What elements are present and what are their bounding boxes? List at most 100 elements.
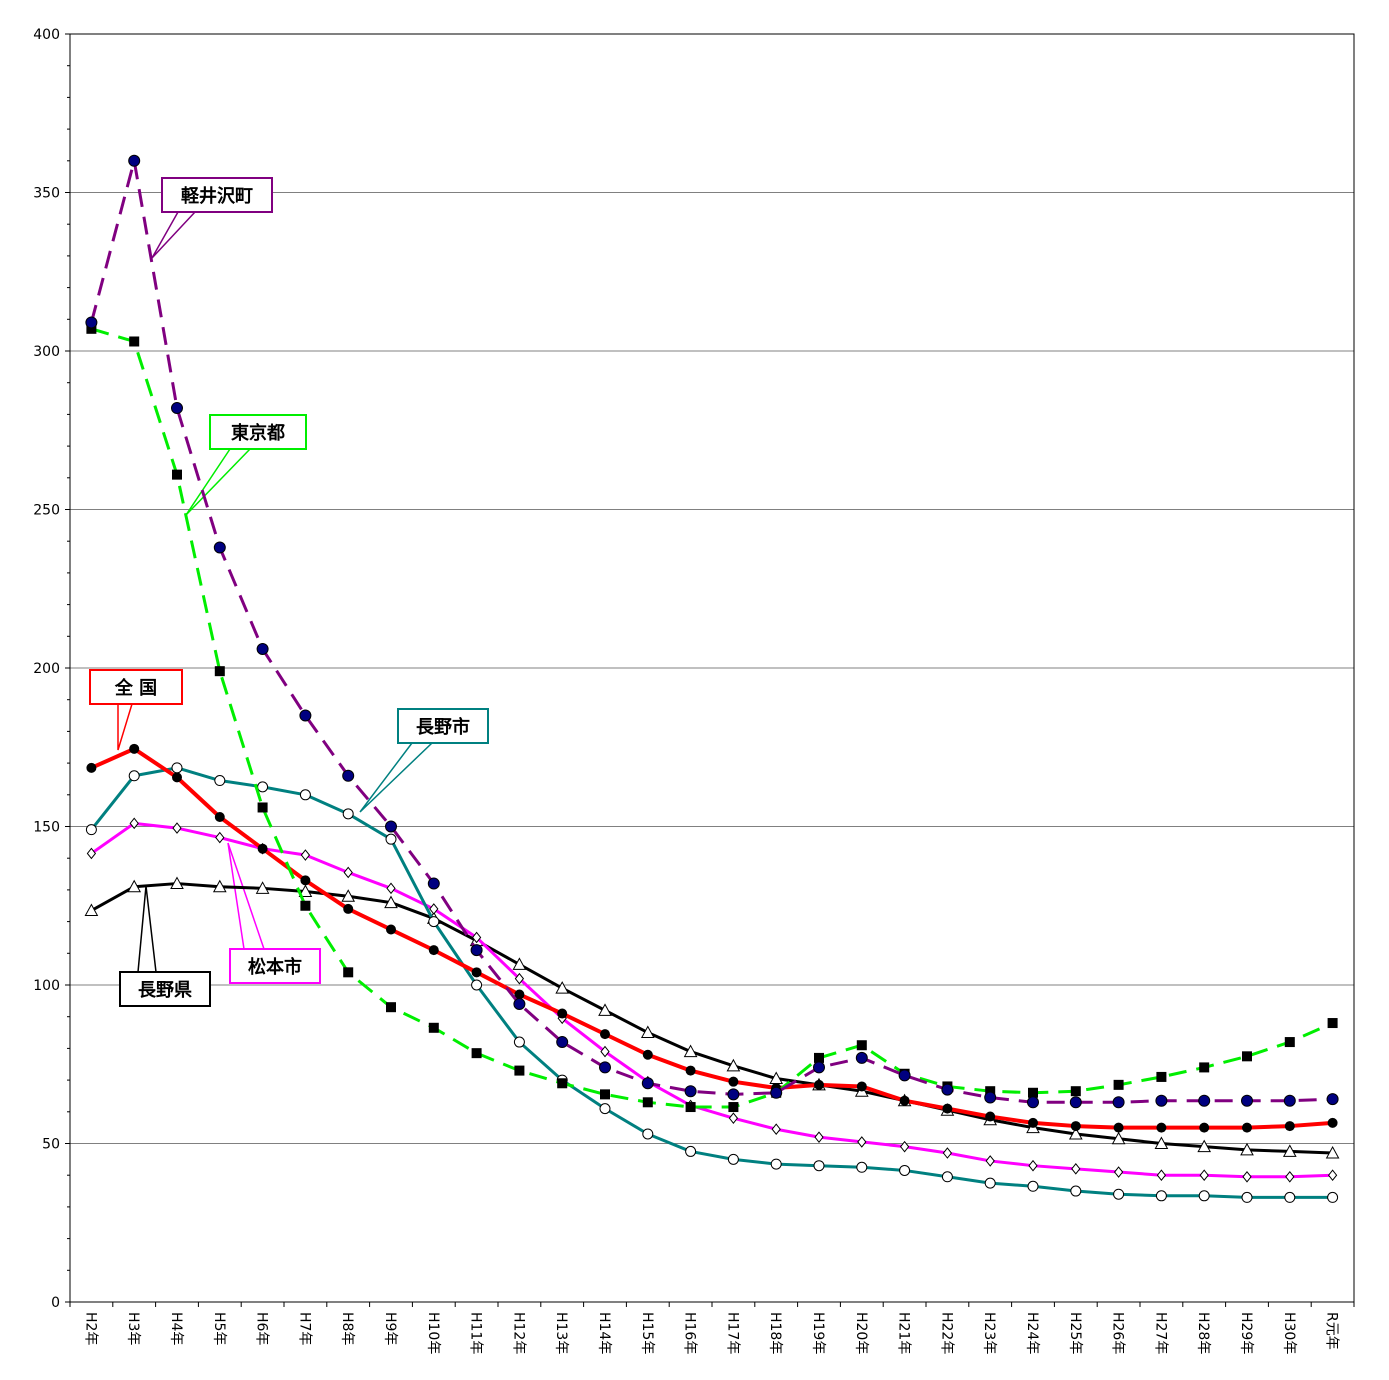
data-point [985,1155,995,1167]
data-point [727,1153,739,1165]
data-point [428,1022,439,1033]
data-point [1240,1142,1254,1156]
data-point [255,881,270,894]
x-category-label: H11年 [468,1312,484,1354]
x-category-label: H9年 [382,1312,398,1345]
data-point [127,879,142,893]
data-point [300,875,311,886]
x-category-label: H28年 [1195,1312,1211,1354]
data-point [600,1045,610,1058]
y-tick-label: 350 [33,186,60,202]
data-point [514,1065,525,1076]
data-point [128,770,140,782]
callout-nagano-pref-box [119,971,211,1007]
data-point [899,1164,911,1176]
data-point [556,1036,569,1049]
series-line [90,746,1333,1130]
data-point [471,931,482,944]
data-point [215,831,225,844]
y-tick-label: 0 [51,1295,60,1311]
data-point [1068,1126,1083,1140]
y-tick-label: 50 [42,1137,60,1153]
data-point [1156,1122,1167,1133]
data-point [813,1061,825,1074]
data-point [770,1158,782,1170]
y-tick-label: 200 [33,661,60,677]
data-point [86,847,97,860]
data-point [685,1102,696,1113]
x-category-label: H16年 [682,1312,698,1354]
data-point [984,1177,996,1189]
data-point [1284,1121,1295,1132]
series-line [90,766,1333,1199]
data-point [1327,1018,1338,1029]
data-point [1327,1191,1339,1203]
data-point [642,1097,653,1108]
data-point [555,981,570,994]
x-category-label: H2年 [82,1312,98,1345]
data-point [1327,1169,1338,1182]
series-lines [84,154,1340,1203]
data-point [514,972,525,985]
data-point [1028,1159,1038,1172]
data-point [984,1091,997,1104]
x-category-label: H18年 [767,1312,783,1354]
data-point [941,1083,954,1096]
x-category-label: H21年 [896,1312,912,1354]
data-point [257,843,268,854]
x-category-label: H12年 [510,1312,526,1354]
data-point [1070,1121,1081,1132]
data-point [1197,1139,1212,1153]
callout-matsumoto-box [229,948,321,984]
data-point [170,876,184,890]
x-category-label: R元年 [1324,1312,1340,1350]
data-point [1284,1191,1296,1203]
callout-tokyo-box [209,414,307,450]
data-point [557,1078,568,1089]
data-point [299,709,312,722]
data-point [685,1065,696,1076]
data-point [300,900,311,911]
data-point [171,402,183,415]
data-point [299,789,311,801]
data-point [1156,1071,1167,1082]
data-point [1199,1169,1209,1182]
data-point [85,824,97,836]
callout-leaders [117,211,434,973]
data-point [1113,1166,1124,1178]
data-point [1155,1190,1167,1202]
data-point [599,1103,611,1115]
data-point [298,884,313,897]
data-point [598,1003,612,1016]
x-category-label: H13年 [553,1312,569,1354]
x-category-label: H19年 [810,1312,826,1354]
data-point [1070,1185,1082,1197]
data-point [213,541,226,554]
data-point [1198,1190,1210,1202]
data-point [1241,1191,1253,1203]
x-category-label: H15年 [639,1312,655,1354]
x-category-label: H29年 [1238,1312,1254,1354]
data-point [1282,1144,1297,1157]
data-point [1069,1096,1082,1109]
data-point [343,967,354,978]
callout-karuizawa-label: 軽井沢町 [181,185,253,207]
data-point [642,1049,653,1060]
data-point [1284,1037,1295,1048]
data-point [1242,1122,1252,1133]
x-category-label: H22年 [938,1312,954,1354]
series-line [90,327,1334,1109]
data-point [985,1086,996,1097]
data-point [343,866,353,879]
data-point [1154,1136,1169,1149]
data-point [1155,1094,1168,1107]
data-point [814,1131,824,1143]
callout-nagano-pref-label: 長野県 [138,980,192,1001]
x-category-label: H17年 [724,1312,740,1354]
series-line [89,159,1333,1104]
callout-nagano-city: 長野市 [397,708,489,744]
data-point [683,1044,698,1058]
callout-national-label: 全 国 [114,677,157,699]
data-point [513,998,526,1011]
